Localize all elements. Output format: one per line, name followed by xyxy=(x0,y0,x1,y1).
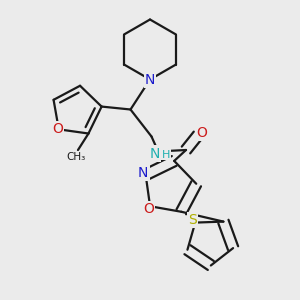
Text: N: N xyxy=(145,73,155,86)
Text: O: O xyxy=(143,202,154,216)
Text: N: N xyxy=(138,166,148,180)
Text: H: H xyxy=(162,149,170,160)
Text: CH₃: CH₃ xyxy=(66,152,85,162)
Text: N: N xyxy=(150,147,160,160)
Text: S: S xyxy=(188,213,197,227)
Text: O: O xyxy=(52,122,63,136)
Text: O: O xyxy=(196,126,207,140)
